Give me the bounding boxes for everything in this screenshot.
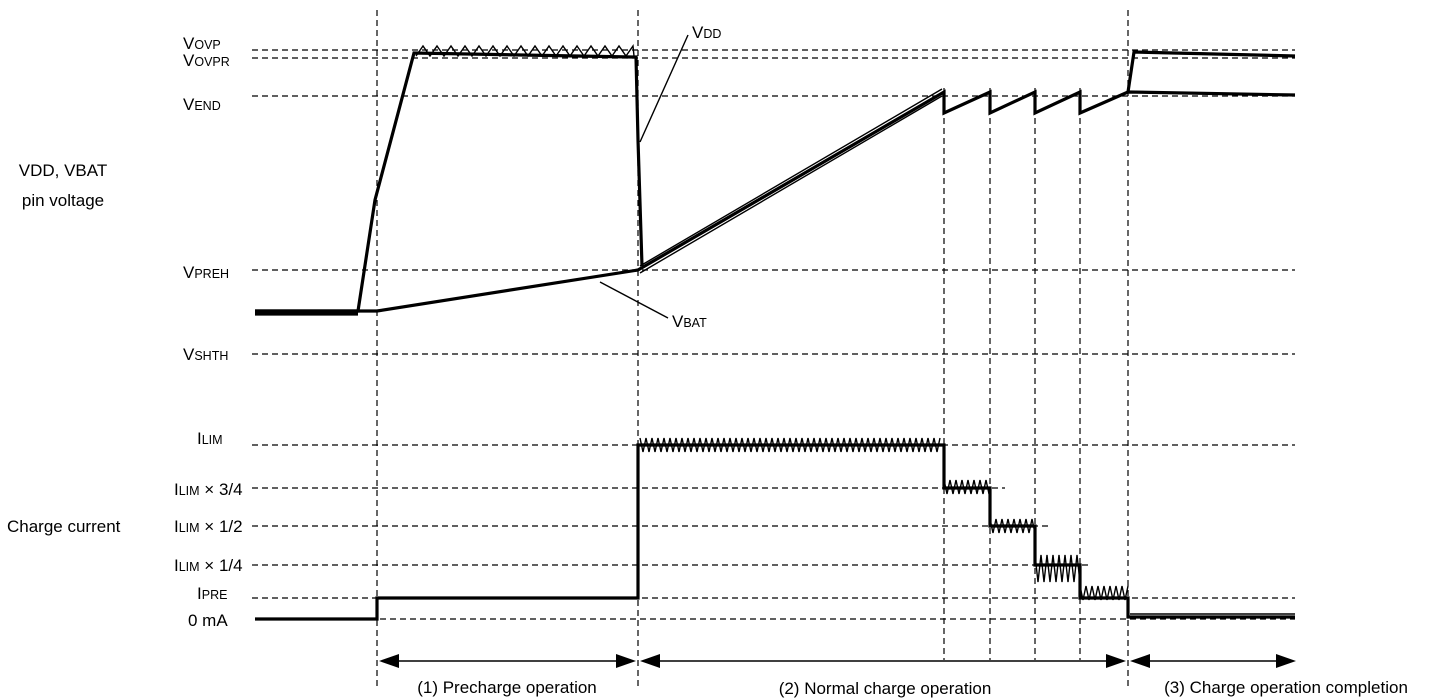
phase-arrows	[379, 654, 1296, 668]
vovpr-label: VOVPR	[183, 51, 230, 70]
zero-current-label: 0 mA	[188, 611, 228, 630]
ipre-ripple	[1079, 585, 1129, 601]
vend-label: VEND	[183, 95, 221, 114]
vdd-callout-line	[639, 34, 689, 143]
vdd-waveform	[255, 44, 1296, 313]
ilim-1-2-label: ILIM × 1/2	[174, 517, 243, 536]
phase-label-normal: (2) Normal charge operation	[779, 679, 992, 698]
current-axis-label: Charge current	[7, 517, 121, 536]
normal-arrow-left-head	[640, 654, 660, 668]
vdd-trace-label: VDD	[692, 23, 721, 42]
vshth-label: VSHTH	[183, 345, 228, 364]
vbat-callout-line	[599, 281, 669, 319]
vertical-markers	[376, 10, 1129, 690]
current-waveform	[255, 437, 1295, 621]
phase-label-precharge: (1) Precharge operation	[417, 678, 597, 697]
complete-arrow-right-head	[1276, 654, 1296, 668]
voltage-reference-lines	[252, 49, 1295, 355]
vdd-complete-trace	[1126, 50, 1296, 93]
voltage-axis-label-line1: VDD, VBAT	[19, 161, 107, 180]
current-reference-lines	[252, 444, 1295, 620]
vovp-label: VOVP	[183, 34, 221, 53]
vbat-trace-edge	[639, 95, 943, 274]
vbat-trace	[255, 89, 1296, 313]
current-trace	[255, 443, 1295, 621]
vdd-ripple	[415, 44, 635, 58]
normal-arrow-right-head	[1106, 654, 1126, 668]
vbat-trace-edge	[639, 88, 943, 267]
ilim-1-4-label: ILIM × 1/4	[174, 556, 243, 575]
vbat-trace-label: VBAT	[672, 312, 707, 331]
phase-label-complete: (3) Charge operation completion	[1164, 678, 1408, 697]
vbat-waveform	[255, 88, 1296, 316]
complete-arrow-left-head	[1130, 654, 1150, 668]
ilim-label: ILIM	[197, 429, 223, 448]
ilim-ripple	[639, 437, 941, 453]
precharge-arrow-right-head	[616, 654, 636, 668]
voltage-axis-label-line2: pin voltage	[22, 191, 104, 210]
vdd-trace	[255, 51, 644, 313]
precharge-arrow-left-head	[379, 654, 399, 668]
ilim-1-4-ripple	[1034, 554, 1081, 583]
ilim-1-2-ripple	[989, 518, 1036, 534]
vpreh-label: VPREH	[183, 263, 229, 282]
ilim-3-4-label: ILIM × 3/4	[174, 480, 243, 499]
ipre-label: IPRE	[197, 584, 227, 603]
ilim-3-4-ripple	[943, 479, 990, 495]
